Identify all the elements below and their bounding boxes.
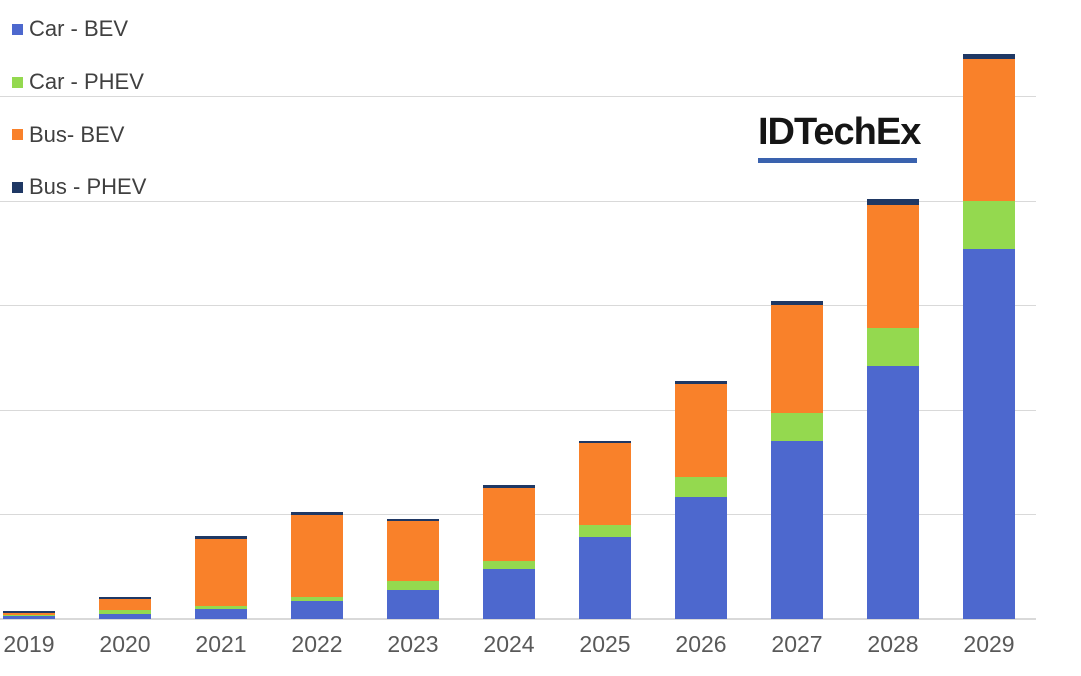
bar-segment-2029-bus-phev xyxy=(963,54,1015,60)
legend: Car - BEV Car - PHEV Bus- BEV Bus - PHEV xyxy=(12,3,146,214)
bar-segment-2022-bus-bev xyxy=(291,514,343,598)
bar-segment-2019-bus-phev xyxy=(3,610,55,613)
bar-segment-2026-bus-phev xyxy=(675,381,727,385)
bar-segment-2025-bus-phev xyxy=(579,440,631,444)
bar-segment-2019-car-phev xyxy=(3,615,55,617)
bar-segment-2024-car-phev xyxy=(483,560,535,570)
idtechex-logo: IDTechEx xyxy=(758,110,921,163)
x-axis-label-2029: 2029 xyxy=(963,631,1015,657)
bar-segment-2026-car-phev xyxy=(675,477,727,498)
bar-segment-2019-bus-bev xyxy=(3,612,55,616)
bar-segment-2026-bus-bev xyxy=(675,384,727,478)
x-axis-label-2026: 2026 xyxy=(675,631,727,657)
bar-segment-2024-car-bev xyxy=(483,569,535,619)
bar-segment-2027-car-phev xyxy=(771,412,823,441)
bar-segment-2021-car-phev xyxy=(195,605,247,610)
gridline xyxy=(0,96,1036,97)
legend-item-car-phev: Car - PHEV xyxy=(12,56,146,109)
bar-segment-2024-bus-phev xyxy=(483,485,535,489)
idtechex-logo-underline xyxy=(758,158,917,163)
x-axis-label-2027: 2027 xyxy=(771,631,823,657)
legend-swatch-icon xyxy=(12,23,23,35)
legend-item-bus-phev: Bus - PHEV xyxy=(12,161,146,214)
bar-segment-2023-car-bev xyxy=(387,590,439,619)
bar-segment-2027-bus-bev xyxy=(771,305,823,413)
bar-segment-2023-car-phev xyxy=(387,581,439,591)
bar-segment-2022-car-phev xyxy=(291,597,343,601)
bar-segment-2029-car-bev xyxy=(963,248,1015,619)
x-axis-label-2024: 2024 xyxy=(483,631,535,657)
bar-segment-2021-bus-bev xyxy=(195,539,247,606)
bar-segment-2023-bus-phev xyxy=(387,518,439,521)
legend-item-car-bev: Car - BEV xyxy=(12,3,146,56)
x-axis-label-2022: 2022 xyxy=(291,631,343,657)
bar-segment-2022-bus-phev xyxy=(291,512,343,515)
bar-segment-2022-car-bev xyxy=(291,600,343,619)
bar-segment-2020-bus-bev xyxy=(99,599,151,610)
bar-segment-2020-bus-phev xyxy=(99,596,151,600)
bar-segment-2026-car-bev xyxy=(675,497,727,619)
legend-swatch-icon xyxy=(12,181,23,193)
bar-segment-2028-bus-bev xyxy=(867,204,919,328)
x-axis-label-2020: 2020 xyxy=(99,631,151,657)
x-axis-label-2028: 2028 xyxy=(867,631,919,657)
bar-segment-2021-car-bev xyxy=(195,609,247,619)
bar-segment-2025-car-bev xyxy=(579,537,631,619)
gridline xyxy=(0,200,1036,202)
x-axis-line xyxy=(0,617,1036,620)
bar-segment-2024-bus-bev xyxy=(483,488,535,561)
bar-segment-2023-bus-bev xyxy=(387,520,439,582)
bar-segment-2021-bus-phev xyxy=(195,535,247,540)
bar-segment-2027-car-bev xyxy=(771,440,823,619)
bar-segment-2020-car-bev xyxy=(99,613,151,619)
bar-segment-2028-bus-phev xyxy=(867,199,919,205)
bar-segment-2027-bus-phev xyxy=(771,301,823,305)
legend-item-bus-bev: Bus- BEV xyxy=(12,108,146,161)
bar-segment-2020-car-phev xyxy=(99,609,151,614)
idtechex-logo-text: IDTechEx xyxy=(758,111,921,153)
bar-segment-2029-car-phev xyxy=(963,200,1015,249)
x-axis-label-2021: 2021 xyxy=(195,631,247,657)
bar-segment-2029-bus-bev xyxy=(963,59,1015,201)
legend-swatch-icon xyxy=(12,129,23,141)
legend-label: Bus - PHEV xyxy=(29,174,147,200)
x-axis-label-2019: 2019 xyxy=(3,631,55,657)
legend-label: Car - BEV xyxy=(29,16,129,42)
legend-label: Car - PHEV xyxy=(29,69,144,95)
bar-segment-2028-car-phev xyxy=(867,328,919,366)
bar-segment-2019-car-bev xyxy=(3,616,55,619)
bar-segment-2025-car-phev xyxy=(579,524,631,537)
bar-segment-2025-bus-bev xyxy=(579,443,631,525)
bar-segment-2028-car-bev xyxy=(867,365,919,619)
x-axis-label-2025: 2025 xyxy=(579,631,631,657)
legend-swatch-icon xyxy=(12,76,23,88)
legend-label: Bus- BEV xyxy=(29,121,125,147)
x-axis-label-2023: 2023 xyxy=(387,631,439,657)
gridline xyxy=(0,305,1036,306)
gridline xyxy=(0,409,1036,411)
